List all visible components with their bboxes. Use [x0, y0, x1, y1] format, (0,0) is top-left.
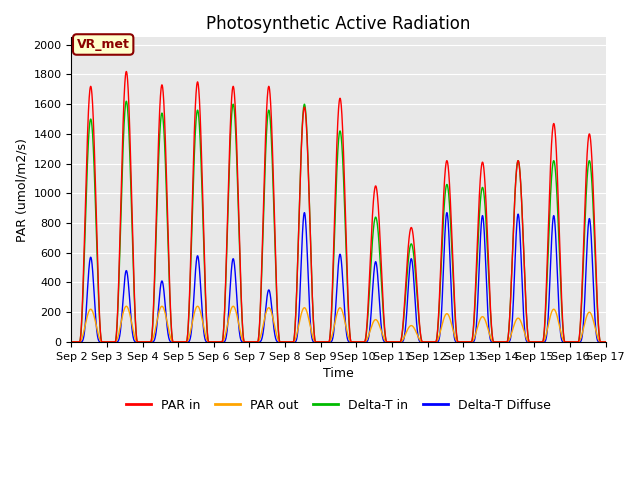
Line: Delta-T Diffuse: Delta-T Diffuse [72, 213, 605, 342]
PAR out [602, 339, 609, 345]
PAR out [68, 339, 76, 345]
PAR in [602, 339, 609, 345]
PAR in [488, 334, 496, 339]
Delta-T in [429, 339, 436, 345]
Delta-T in [122, 98, 130, 104]
PAR out [429, 339, 436, 345]
Text: VR_met: VR_met [77, 38, 130, 51]
Delta-T in [68, 339, 76, 345]
Delta-T Diffuse [458, 339, 466, 345]
PAR in [458, 339, 466, 345]
Y-axis label: PAR (umol/m2/s): PAR (umol/m2/s) [15, 138, 28, 241]
PAR in [429, 339, 436, 345]
Delta-T in [319, 339, 326, 345]
Delta-T in [601, 339, 609, 345]
Line: Delta-T in: Delta-T in [72, 101, 605, 342]
Delta-T Diffuse [602, 339, 609, 345]
PAR in [68, 339, 76, 345]
Delta-T Diffuse [164, 326, 172, 332]
Line: PAR in: PAR in [72, 72, 605, 342]
PAR out [488, 338, 496, 344]
Delta-T in [164, 225, 172, 230]
PAR out [458, 339, 466, 345]
Delta-T in [458, 339, 466, 345]
Legend: PAR in, PAR out, Delta-T in, Delta-T Diffuse: PAR in, PAR out, Delta-T in, Delta-T Dif… [121, 394, 556, 417]
Delta-T Diffuse [301, 210, 308, 216]
PAR out [601, 339, 609, 345]
Delta-T Diffuse [601, 339, 609, 345]
Delta-T in [602, 339, 609, 345]
Title: Photosynthetic Active Radiation: Photosynthetic Active Radiation [206, 15, 471, 33]
Delta-T in [488, 335, 496, 340]
PAR in [601, 339, 609, 345]
X-axis label: Time: Time [323, 367, 354, 380]
PAR in [164, 211, 172, 216]
Line: PAR out: PAR out [72, 306, 605, 342]
PAR in [122, 69, 130, 74]
PAR out [122, 303, 130, 309]
PAR out [319, 339, 326, 345]
Delta-T Diffuse [429, 339, 436, 345]
Delta-T Diffuse [488, 339, 496, 345]
Delta-T Diffuse [68, 339, 76, 345]
PAR in [319, 339, 326, 345]
PAR out [164, 321, 172, 327]
Delta-T Diffuse [319, 339, 326, 345]
